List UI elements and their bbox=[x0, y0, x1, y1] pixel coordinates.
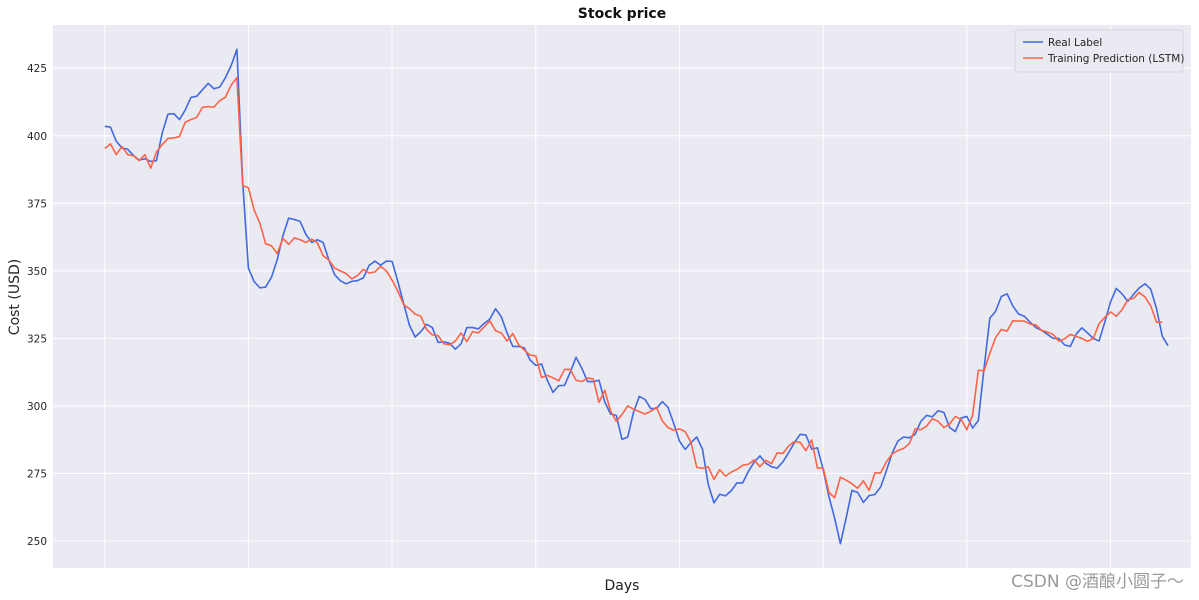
chart-title: Stock price bbox=[578, 6, 666, 22]
y-tick-label: 425 bbox=[27, 63, 47, 75]
y-tick-label: 275 bbox=[27, 468, 47, 480]
legend: Real Label Training Prediction (LSTM) bbox=[1014, 29, 1184, 73]
series-line-2 bbox=[104, 76, 1163, 499]
y-tick-label: 375 bbox=[27, 198, 47, 210]
grid-lines bbox=[53, 25, 1191, 568]
y-axis-label: Cost (USD) bbox=[7, 259, 23, 335]
x-axis-label: Days bbox=[605, 578, 640, 594]
y-axis-ticks: 250 275 300 325 350 375 400 425 bbox=[27, 63, 47, 548]
legend-box bbox=[1014, 29, 1184, 73]
y-tick-label: 350 bbox=[27, 266, 47, 278]
y-tick-label: 400 bbox=[27, 131, 47, 143]
series-lines bbox=[104, 48, 1169, 545]
y-tick-label: 250 bbox=[27, 536, 47, 548]
y-tick-label: 300 bbox=[27, 401, 47, 413]
watermark-text: CSDN @酒酿小圆子～ bbox=[1011, 572, 1184, 592]
y-tick-label: 325 bbox=[27, 333, 47, 345]
plot-area bbox=[53, 25, 1191, 568]
legend-entry: Training Prediction (LSTM) bbox=[1047, 53, 1184, 65]
legend-entry: Real Label bbox=[1048, 37, 1102, 49]
